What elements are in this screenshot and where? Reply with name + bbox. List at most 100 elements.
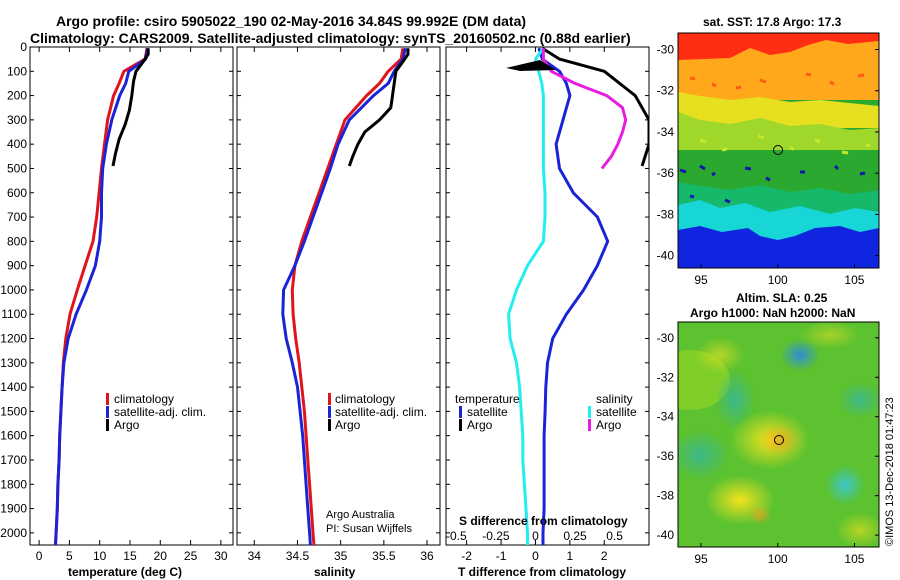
- x-tick-label: 15: [123, 549, 137, 563]
- legend-swatch-t-argo: [459, 419, 462, 431]
- lon-tick-label: 105: [844, 552, 864, 566]
- x-tick-label: -2: [461, 549, 472, 563]
- lon-tick-label: 100: [768, 273, 788, 287]
- x-tick-label: 5: [66, 549, 73, 563]
- depth-tick-label: 300: [7, 113, 27, 127]
- argo-diff-surface-wedge: [506, 60, 556, 71]
- sst-map-frame: [677, 32, 880, 269]
- depth-tick-label: 1200: [0, 332, 27, 346]
- figure-title-line2: Climatology: CARS2009. Satellite-adjuste…: [30, 30, 631, 46]
- legend-satellite-adj: satellite-adj. clim.: [114, 405, 206, 419]
- temperature-legend: climatology satellite-adj. clim. Argo: [106, 392, 206, 432]
- lon-tick-label: 100: [768, 552, 788, 566]
- sla-map-frame: [677, 321, 880, 548]
- depth-tick-label: 500: [7, 161, 27, 175]
- difference-panel: [445, 46, 650, 546]
- legend-satellite-adj: satellite-adj. clim.: [335, 405, 427, 419]
- salinity-panel: [236, 46, 441, 546]
- sla-map-title2: Argo h1000: NaN h2000: NaN: [690, 306, 855, 320]
- depth-tick-label: 1100: [1, 307, 27, 321]
- lat-tick-label: -30: [657, 331, 675, 345]
- lat-tick-label: -32: [657, 84, 675, 98]
- temperature-xlabel: temperature (deg C): [68, 565, 182, 579]
- depth-tick-label: 700: [7, 210, 27, 224]
- x-tick-label: 34.5: [286, 549, 310, 563]
- series-salinity-satellite: [507, 47, 547, 545]
- sla-map-title1: Altim. SLA: 0.25: [736, 291, 828, 305]
- x-tick-label: 30: [214, 549, 228, 563]
- legend-swatch-argo: [328, 419, 331, 431]
- series-temperature-argo: [541, 47, 649, 167]
- lat-tick-label: -38: [657, 489, 675, 503]
- x-tick-label: 2: [601, 549, 608, 563]
- s-diff-tick-label: -0.25: [482, 529, 510, 543]
- depth-tick-label: 2000: [0, 526, 27, 540]
- depth-tick-label: 200: [7, 89, 27, 103]
- series-argo: [111, 48, 150, 167]
- x-tick-label: 25: [184, 549, 198, 563]
- lat-tick-label: -34: [657, 410, 675, 424]
- depth-tick-label: 1300: [0, 356, 27, 370]
- sst-map: [678, 33, 879, 268]
- s-diff-tick-label: 0.25: [563, 529, 587, 543]
- legend-temperature-title: temperature: [455, 392, 520, 406]
- depth-tick-label: 1400: [0, 380, 27, 394]
- lon-tick-label: 95: [694, 273, 708, 287]
- difference-legend: temperature satellite Argo salinity sate…: [455, 392, 637, 432]
- x-tick-label: 0: [532, 549, 539, 563]
- salinity-legend: climatology satellite-adj. clim. Argo Ar…: [326, 392, 427, 535]
- depth-tick-label: 1600: [0, 429, 27, 443]
- credit-line2: PI: Susan Wijffels: [326, 523, 412, 535]
- legend-t-argo: Argo: [467, 418, 493, 432]
- salinity-xlabel: salinity: [314, 565, 356, 579]
- difference-xlabel: T difference from climatology: [458, 565, 626, 579]
- temperature-panel: [29, 46, 234, 546]
- sla-map-axes: -30 -32 -34 -36 -38 -40 95 100 105: [657, 331, 879, 566]
- lat-tick-label: -36: [657, 166, 675, 180]
- sla-map: [678, 322, 879, 547]
- depth-tick-label: 400: [7, 137, 27, 151]
- x-tick-label: 1: [567, 549, 574, 563]
- lat-tick-label: -36: [657, 449, 675, 463]
- depth-tick-label: 0: [20, 40, 27, 54]
- x-tick-label: 10: [93, 549, 107, 563]
- legend-climatology: climatology: [335, 392, 395, 406]
- legend-swatch-climatology: [328, 393, 331, 405]
- x-tick-label: 35.5: [372, 549, 396, 563]
- depth-tick-label: 100: [7, 64, 27, 78]
- legend-swatch-climatology: [106, 393, 109, 405]
- legend-swatch-s-argo: [588, 419, 591, 431]
- s-difference-label: S difference from climatology: [459, 514, 628, 528]
- sst-map-axes: -30 -32 -34 -36 -38 -40 95 100 105: [657, 42, 879, 287]
- series-satellite-adj-clim-: [54, 47, 150, 545]
- s-series-group: [281, 47, 410, 545]
- t-series-group: [54, 47, 150, 545]
- legend-swatch-argo: [106, 419, 109, 431]
- argo-location-marker: [773, 145, 783, 155]
- depth-tick-label: 1800: [0, 477, 27, 491]
- legend-swatch-s-satellite: [588, 406, 591, 418]
- series-temperature-satellite: [537, 47, 610, 545]
- depth-tick-label: 900: [7, 259, 27, 273]
- series-argo: [347, 48, 410, 167]
- lon-tick-label: 105: [844, 273, 864, 287]
- credit-line1: Argo Australia: [326, 509, 395, 521]
- imos-timestamp: ©IMOS 13-Dec-2018 01:47:23: [884, 397, 896, 546]
- series-satellite-adj-clim-: [281, 47, 407, 545]
- argo-diff-wedge: [506, 60, 556, 71]
- lat-tick-label: -30: [657, 42, 675, 56]
- x-tick-label: 34: [248, 549, 262, 563]
- s-diff-tick-label: 0: [532, 529, 539, 543]
- depth-tick-label: 1500: [0, 404, 27, 418]
- x-tick-label: 36: [420, 549, 434, 563]
- lat-tick-label: -32: [657, 370, 675, 384]
- legend-swatch-satellite: [106, 406, 109, 418]
- depth-tick-label: 600: [7, 186, 27, 200]
- lat-tick-label: -40: [657, 249, 675, 263]
- legend-t-satellite: satellite: [467, 405, 508, 419]
- depth-tick-label: 1000: [0, 283, 27, 297]
- lat-tick-label: -34: [657, 125, 675, 139]
- lon-tick-label: 95: [694, 552, 708, 566]
- depth-tick-label: 800: [7, 234, 27, 248]
